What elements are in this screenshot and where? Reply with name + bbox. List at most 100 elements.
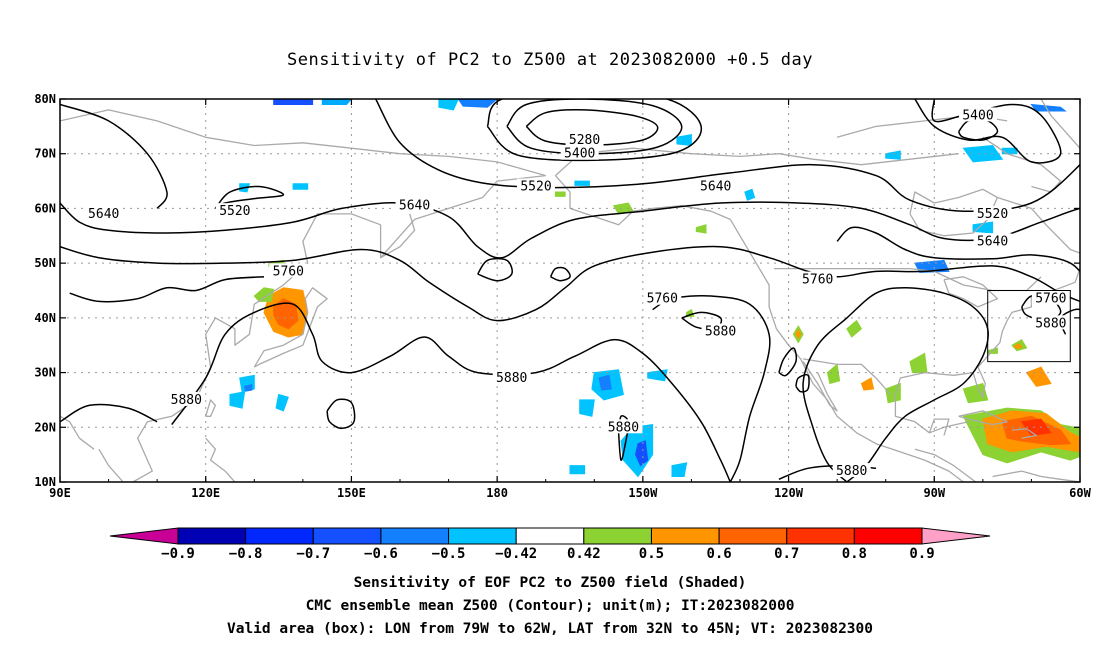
coastline-central-america [914,448,977,482]
contour-label-bg [696,178,735,193]
coastline-baffin [982,136,1062,193]
map-frame [59,98,1081,483]
coastline-na-pacific-coast [729,219,964,482]
contour-5880-na [802,287,989,482]
sensitivity-patch [676,133,692,147]
contour-label: 5640 [88,207,119,222]
contour-label: 5520 [520,180,551,195]
contour-5520-west [60,103,168,209]
colorbar-swatch [718,527,788,545]
contour-5640-lower [836,226,1080,273]
contour-label: 5640 [977,234,1008,249]
contour-label-bg [1031,290,1070,305]
sensitivity-patch [438,99,459,111]
coastline-alaska [554,147,959,177]
contour-label: 5880 [496,371,527,386]
coastline-greenland [1040,99,1080,150]
contour-5280 [525,109,659,146]
sensitivity-patch [860,377,875,391]
contour-5520-cell-a [214,185,285,210]
colorbar-swatch [177,527,247,545]
contour-label: 5880 [836,464,867,479]
contour-label: 5520 [977,207,1008,222]
coastline-eurasia-north-coast [60,109,546,177]
contour-label-bg [269,263,308,278]
colorbar-swatch [448,527,517,545]
lon-tick-label: 180 [486,486,508,500]
sensitivity-patch [244,383,253,392]
contour-5880-atl [1021,294,1062,322]
colorbar-label: −0.7 [296,546,330,562]
coastline-labrador [997,196,1080,254]
contour-label-bg [973,233,1012,248]
colorbar-label: −0.8 [229,546,263,562]
contour-label-bg [643,290,682,305]
z500-contours [60,99,1080,482]
coastline-baja [802,361,838,412]
contour-5880-main [171,302,731,482]
colorbar-over-triangle [921,527,991,545]
coastline-japan [253,287,328,368]
coastline-asia-east-coast [132,174,546,482]
contour-label-bg [798,271,837,286]
colorbar-swatch [515,527,585,545]
page-title: Sensitivity of PC2 to Z500 at 2023082000… [286,50,813,70]
contour-5880-pacific-high [652,294,771,482]
sensitivity-patch [695,224,707,234]
colorbar-swatch [786,527,855,545]
sensitivity-patch [457,99,498,108]
colorbar: −0.9 −0.8 −0.7 −0.6 −0.5 −0.42 0.42 0.5 0.6 0.7 0.… [109,527,991,562]
lon-tick-label: 120W [774,486,804,500]
lat-tick-label: 50N [34,256,56,270]
colorbar-label: 0.42 [567,546,601,562]
contour-label-bg [492,370,531,385]
contour-label: 5760 [273,264,304,279]
sensitivity-patch [569,465,586,475]
colorbar-label: 0.8 [842,546,867,562]
coastline-philippines [205,437,236,482]
caption-line-2: CMC ensemble mean Z500 (Contour); unit(m… [305,598,795,614]
sensitivity-patch [275,393,289,412]
contour-5880-tail [60,403,158,423]
contour-5760-main [60,245,1080,322]
sensitivity-patch [598,374,612,391]
sensitivity-patch [273,99,314,105]
coastline-hispaniola [1011,428,1037,439]
contour-5880-cell-west [326,398,356,430]
colorbar-swatch [312,527,382,545]
coastline-kamchatka [380,213,416,259]
contour-5400-east [914,99,1062,164]
sensitivity-patch [846,319,863,338]
lat-tick-label: 80N [34,92,56,106]
coastline-indochina [98,448,124,482]
contour-label: 5880 [1035,316,1066,331]
sensitivity-patch [253,287,275,302]
valid-area-box [987,290,1071,363]
lat-tick-label: 20N [34,420,56,434]
contour-5400-ring-a [506,99,683,155]
lat-tick-label: 70N [34,147,56,161]
colorbar-label: 0.6 [706,546,731,562]
contour-label-bg [604,419,643,434]
contour-label: 5400 [962,108,993,123]
coastline-cuba [958,410,1008,426]
contour-5520-north [375,99,1080,213]
colorbar-label: 0.7 [774,546,799,562]
contour-label: 5280 [569,133,600,148]
sensitivity-patch [909,352,928,374]
sensitivity-patch [1025,366,1052,387]
contour-label: 5760 [802,273,833,288]
contour-label-bg [959,107,997,122]
lon-tick-label: 90E [49,486,71,500]
coastline-alaska-west [554,175,731,226]
sensitivity-patch [972,221,994,234]
contour-label: 5760 [1035,292,1066,307]
lon-tick-label: 150E [337,486,366,500]
sensitivity-patch [826,363,841,385]
colorbar-swatch [245,527,314,545]
lon-tick-label: 60W [1069,486,1091,500]
contour-label: 5520 [219,204,250,219]
caption-line-1: Sensitivity of EOF PC2 to Z500 field (Sh… [353,575,747,591]
